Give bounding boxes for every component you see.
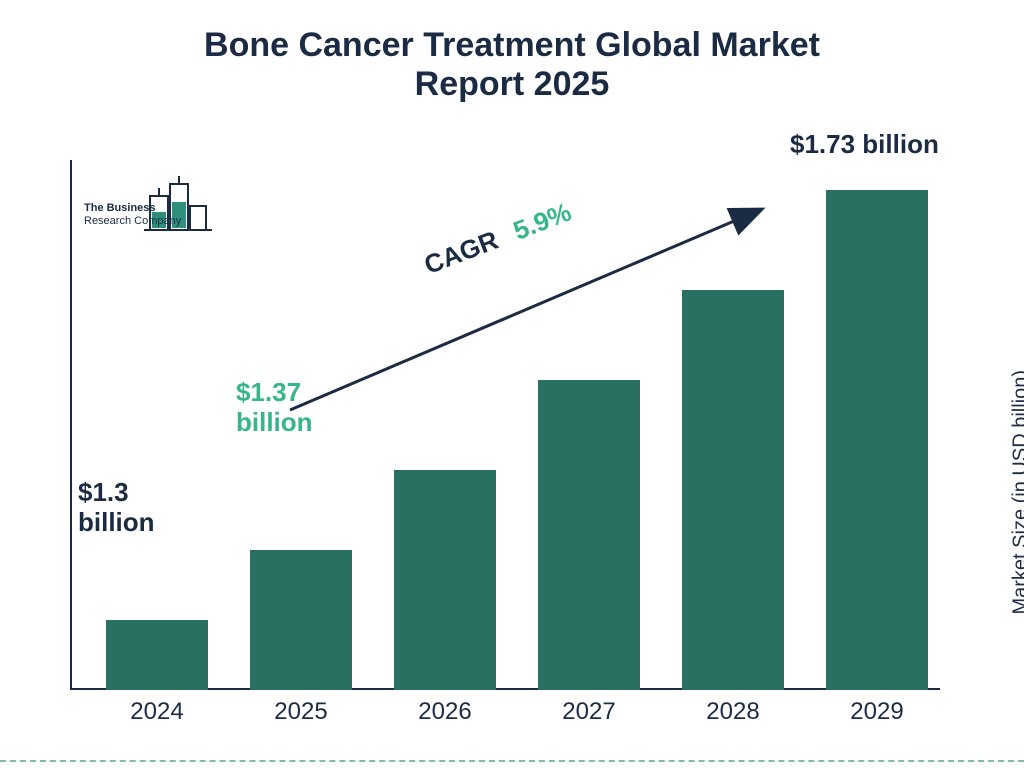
footer-divider xyxy=(0,760,1024,762)
trend-arrow-icon xyxy=(0,0,1024,768)
